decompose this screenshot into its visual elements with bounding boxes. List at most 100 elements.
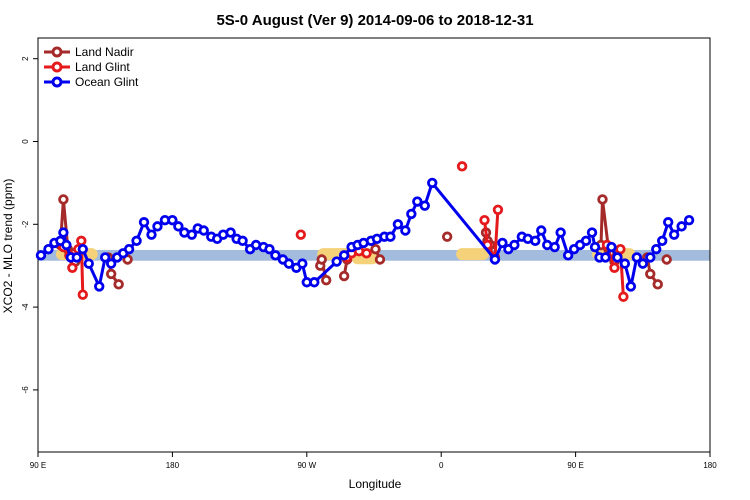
land-nadir-point-11-1 <box>645 268 656 280</box>
legend-label-land-nadir: Land Nadir <box>75 45 134 59</box>
y-tick-label-2: -2 <box>21 220 30 228</box>
land-glint-point-5-3 <box>492 204 504 216</box>
land-glint-point-2-0 <box>295 229 307 240</box>
land-glint-line-5 <box>483 209 500 259</box>
ocean-glint-point-0-21 <box>167 214 178 226</box>
ocean-glint-point-0-77 <box>600 252 611 263</box>
y-tick-label-4: -6 <box>21 386 30 394</box>
land-nadir-point-0-1 <box>58 194 69 205</box>
land-glint-point-6-2 <box>615 243 626 255</box>
legend-marker-land-glint <box>51 61 63 73</box>
ocean-glint-point-0-89 <box>676 221 687 232</box>
ocean-glint-point-0-4 <box>58 227 69 238</box>
ocean-glint-point-0-5 <box>61 239 72 251</box>
x-tick-label-0: 90 E <box>30 461 46 470</box>
x-tick-label-5: 180 <box>703 461 717 470</box>
ocean-glint-point-0-55 <box>406 208 417 220</box>
ocean-glint-point-0-32 <box>237 235 248 247</box>
ocean-glint-point-0-75 <box>589 241 601 253</box>
ocean-glint-point-0-9 <box>83 258 94 269</box>
ocean-glint-point-0-87 <box>662 217 674 228</box>
ocean-glint-point-0-57 <box>419 200 430 211</box>
land-highlight-3 <box>456 248 489 261</box>
ocean-glint-point-0-12 <box>105 258 117 269</box>
land-glint-point-3-3 <box>361 248 372 259</box>
land-nadir-point-2-2 <box>113 279 124 290</box>
ocean-glint-point-0-68 <box>549 241 560 253</box>
ocean-glint-point-0-39 <box>283 258 295 269</box>
ocean-glint-point-0-30 <box>225 227 236 238</box>
legend: Land Nadir Land Glint Ocean Glint <box>44 45 139 89</box>
ocean-glint-point-0-7 <box>71 252 83 263</box>
y-axis-label: XCO2 - MLO trend (ppm) <box>1 179 15 314</box>
ocean-glint-point-0-85 <box>651 243 662 255</box>
ocean-glint-point-0-45 <box>338 250 350 261</box>
ocean-glint-point-0-52 <box>385 231 396 242</box>
land-glint-point-6-3 <box>618 291 629 302</box>
legend-marker-ocean-glint <box>51 76 63 88</box>
ocean-glint-point-0-90 <box>683 214 695 226</box>
ocean-glint-point-0-26 <box>198 225 209 236</box>
land-nadir-point-2-1 <box>105 268 117 280</box>
ocean-glint-point-0-43 <box>309 277 320 288</box>
ocean-glint-point-0-62 <box>509 239 520 251</box>
land-glint-point-6-1 <box>609 262 620 273</box>
land-nadir-point-6-2 <box>374 254 386 265</box>
land-nadir-point-5-0 <box>338 270 350 282</box>
plot-area: 90 E 180 90 W 0 90 E 180 2 0 -2 -4 -6 <box>21 37 717 470</box>
ocean-glint-point-0-56 <box>412 196 423 207</box>
ocean-glint-point-0-60 <box>497 237 508 249</box>
ocean-glint-point-0-36 <box>264 243 275 255</box>
ocean-glint-point-0-41 <box>297 258 308 269</box>
land-glint-point-1-1 <box>76 235 87 247</box>
ocean-glint-point-0-79 <box>612 252 623 263</box>
ocean-glint-point-0-81 <box>625 281 637 292</box>
ocean-glint-point-0-53 <box>392 219 404 230</box>
y-tick-label-1: 0 <box>21 139 30 144</box>
ocean-glint-point-0-78 <box>606 241 617 253</box>
ocean-glint-point-0-44 <box>331 256 342 267</box>
ocean-glint-point-0-88 <box>668 229 680 240</box>
legend-label-ocean-glint: Ocean Glint <box>75 75 139 89</box>
ocean-glint-point-0-37 <box>270 250 281 261</box>
ocean-glint-point-0-54 <box>400 225 411 236</box>
ocean-glint-point-0-70 <box>562 250 574 261</box>
land-nadir-point-4-2 <box>321 274 332 286</box>
ocean-glint-point-0-18 <box>146 229 157 240</box>
ocean-glint-point-0-65 <box>530 235 541 247</box>
legend-label-land-glint: Land Glint <box>75 60 130 74</box>
x-tick-label-3: 0 <box>439 461 444 470</box>
legend-marker-land-nadir <box>51 46 63 58</box>
land-glint-point-5-0 <box>479 214 490 226</box>
ocean-glint-point-0-58 <box>427 177 438 189</box>
ocean-glint-point-0-10 <box>94 281 105 292</box>
ocean-glint-point-0-74 <box>586 227 598 238</box>
land-glint-point-1-2 <box>77 289 88 300</box>
ocean-glint-point-0-16 <box>131 235 142 247</box>
ocean-glint-point-0-82 <box>631 252 643 263</box>
ocean-glint-point-0-66 <box>536 225 547 236</box>
x-tick-label-4: 90 E <box>567 461 583 470</box>
ocean-glint-point-0-84 <box>645 252 656 263</box>
plot-frame <box>37 37 711 453</box>
y-tick-label-3: -4 <box>21 303 30 311</box>
x-axis-label: Longitude <box>349 477 402 491</box>
ocean-glint-point-0-73 <box>580 235 592 247</box>
ocean-glint-point-0-17 <box>138 217 150 228</box>
land-nadir-point-12-0 <box>661 254 672 265</box>
ocean-glint-point-0-69 <box>555 227 566 238</box>
ocean-glint-point-0-0 <box>35 250 47 261</box>
ocean-glint-point-0-24 <box>186 229 198 240</box>
land-nadir-point-11-2 <box>652 279 663 290</box>
chart-title: 5S-0 August (Ver 9) 2014-09-06 to 2018-1… <box>216 12 533 29</box>
land-nadir-point-6-1 <box>370 243 381 255</box>
x-tick-label-1: 180 <box>166 461 180 470</box>
ocean-glint-point-0-59 <box>489 254 501 265</box>
land-glint-point-4-0 <box>456 161 468 172</box>
x-tick-label-2: 90 W <box>297 461 316 470</box>
land-nadir-point-4-1 <box>316 254 327 265</box>
land-glint-point-0-2 <box>67 262 78 273</box>
ocean-glint-point-0-11 <box>99 252 111 263</box>
ocean-glint-point-0-86 <box>657 235 668 247</box>
